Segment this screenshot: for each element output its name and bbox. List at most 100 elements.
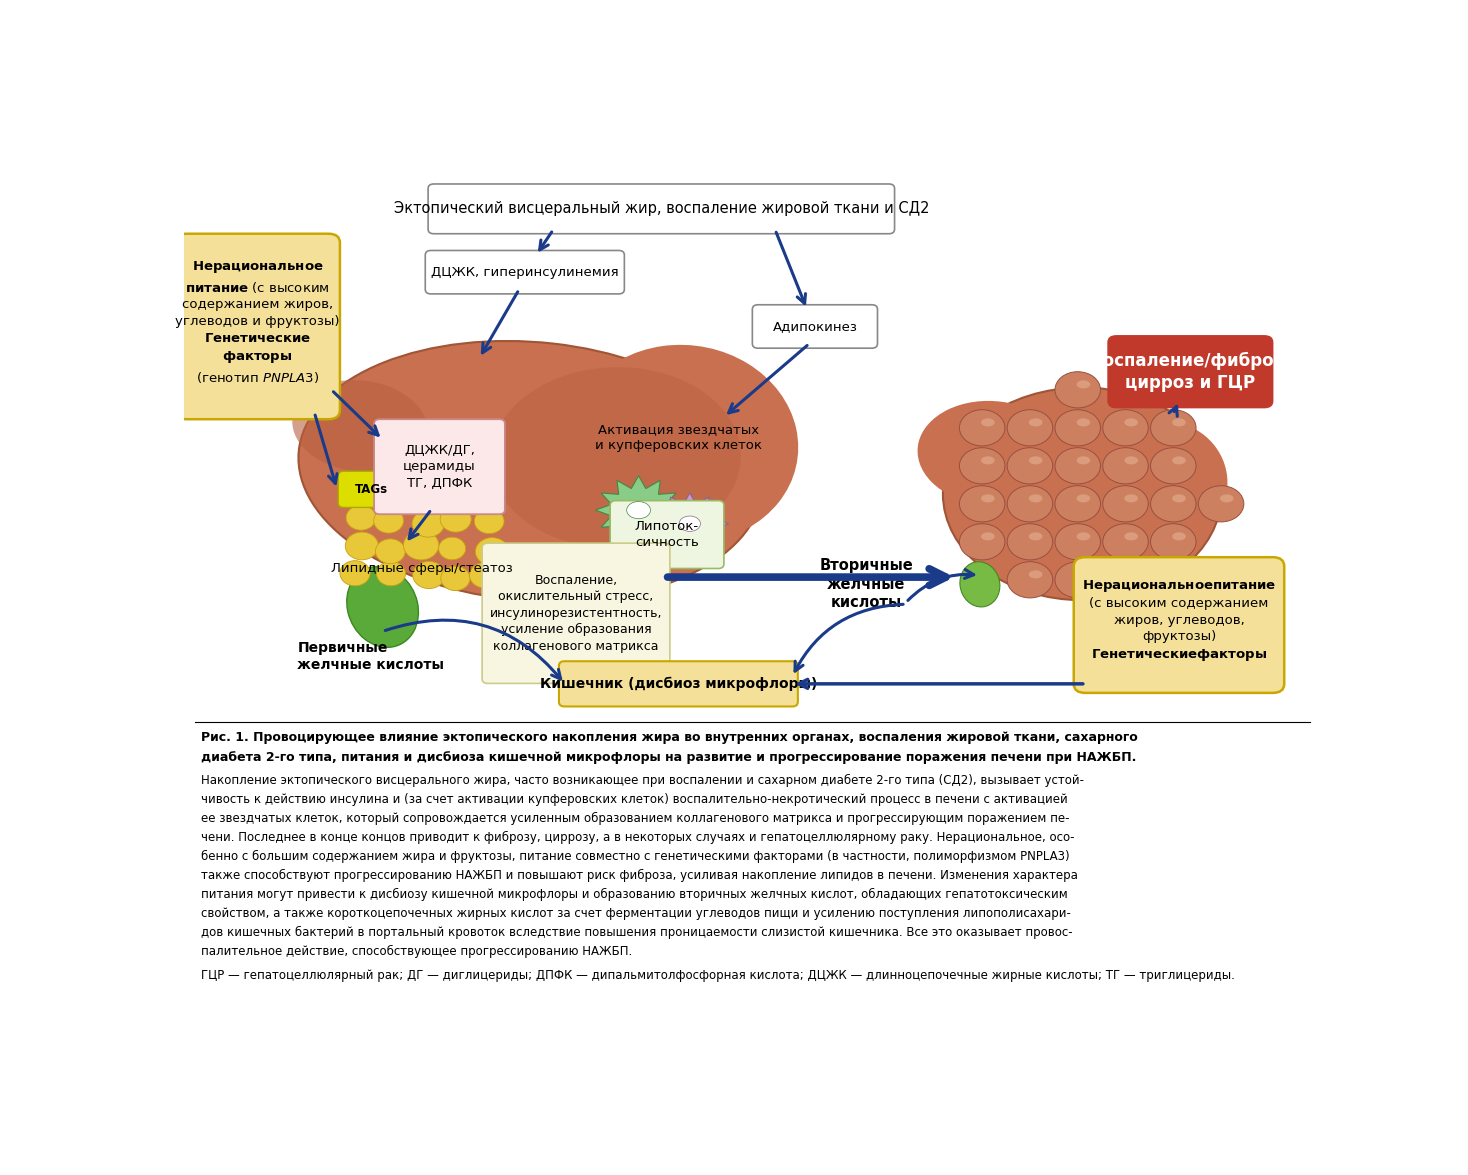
Ellipse shape xyxy=(1151,485,1196,522)
Text: чени. Последнее в конце концов приводит к фиброзу, циррозу, а в некоторых случая: чени. Последнее в конце концов приводит … xyxy=(201,832,1075,845)
Ellipse shape xyxy=(292,380,427,472)
Ellipse shape xyxy=(413,562,445,589)
Text: ГЦР — гепатоцеллюлярный рак; ДГ — диглицериды; ДПФК — дипальмитолфосфорная кисло: ГЦР — гепатоцеллюлярный рак; ДГ — диглиц… xyxy=(201,969,1235,982)
Ellipse shape xyxy=(471,482,505,509)
Ellipse shape xyxy=(1108,422,1227,539)
FancyBboxPatch shape xyxy=(1073,557,1284,693)
Ellipse shape xyxy=(1076,532,1091,540)
Ellipse shape xyxy=(1007,410,1053,445)
Text: $\bf{Нерациональное питание}$
(с высоким содержанием
жиров, углеводов,
фруктозы): $\bf{Нерациональное питание}$ (с высоким… xyxy=(1082,578,1276,663)
Ellipse shape xyxy=(374,508,404,533)
Ellipse shape xyxy=(1007,562,1053,598)
Text: свойством, а также короткоцепочечных жирных кислот за счет ферментации углеводов: свойством, а также короткоцепочечных жир… xyxy=(201,907,1070,920)
Text: Первичные
желчные кислоты: Первичные желчные кислоты xyxy=(297,642,445,672)
Ellipse shape xyxy=(1076,418,1091,427)
Ellipse shape xyxy=(1076,381,1091,389)
Ellipse shape xyxy=(1076,456,1091,464)
Ellipse shape xyxy=(1171,456,1186,464)
Ellipse shape xyxy=(1055,562,1101,598)
Text: Вторичные
желчные
кислоты: Вторичные желчные кислоты xyxy=(819,558,913,611)
Ellipse shape xyxy=(1102,562,1148,598)
Ellipse shape xyxy=(376,562,405,586)
Ellipse shape xyxy=(960,410,1006,445)
Ellipse shape xyxy=(1055,485,1101,522)
Ellipse shape xyxy=(960,562,1000,607)
Text: палительное действие, способствующее прогрессированию НАЖБП.: палительное действие, способствующее про… xyxy=(201,946,631,959)
Ellipse shape xyxy=(960,524,1006,560)
FancyBboxPatch shape xyxy=(374,419,505,515)
Ellipse shape xyxy=(345,532,379,559)
Ellipse shape xyxy=(1124,570,1138,578)
Ellipse shape xyxy=(1124,495,1138,503)
Ellipse shape xyxy=(341,560,370,586)
Ellipse shape xyxy=(440,506,471,532)
Ellipse shape xyxy=(942,388,1221,600)
Ellipse shape xyxy=(960,485,1006,522)
FancyBboxPatch shape xyxy=(429,184,894,234)
Ellipse shape xyxy=(960,448,1006,484)
Ellipse shape xyxy=(476,538,509,565)
Text: ее звездчатых клеток, который сопровождается усиленным образованием коллагеновог: ее звездчатых клеток, который сопровожда… xyxy=(201,812,1069,825)
Text: Рис. 1. Провоцирующее влияние эктопического накопления жира во внутренних органа: Рис. 1. Провоцирующее влияние эктопическ… xyxy=(201,731,1138,744)
Ellipse shape xyxy=(981,418,995,427)
Ellipse shape xyxy=(346,505,376,530)
Ellipse shape xyxy=(627,502,650,518)
Ellipse shape xyxy=(1055,448,1101,484)
Text: дов кишечных бактерий в портальный кровоток вследствие повышения проницаемости с: дов кишечных бактерий в портальный крово… xyxy=(201,926,1072,940)
Ellipse shape xyxy=(470,563,499,588)
Ellipse shape xyxy=(1076,495,1091,503)
Ellipse shape xyxy=(981,532,995,540)
FancyBboxPatch shape xyxy=(611,501,724,569)
Ellipse shape xyxy=(1007,524,1053,560)
FancyBboxPatch shape xyxy=(482,543,669,684)
Ellipse shape xyxy=(1055,371,1101,408)
Ellipse shape xyxy=(1171,532,1186,540)
Ellipse shape xyxy=(1102,524,1148,560)
Ellipse shape xyxy=(1102,485,1148,522)
Text: Накопление эктопического висцерального жира, часто возникающее при воспалении и : Накопление эктопического висцерального ж… xyxy=(201,774,1083,787)
Ellipse shape xyxy=(570,344,799,543)
Ellipse shape xyxy=(344,483,368,504)
Text: диабета 2-го типа, питания и дисбиоза кишечной микрофлоры на развитие и прогресс: диабета 2-го типа, питания и дисбиоза ки… xyxy=(201,751,1136,764)
Ellipse shape xyxy=(377,483,404,505)
Text: $\bf{Нерациональное}$
$\bf{питание}$ (с высоким
содержанием жиров,
углеводов и ф: $\bf{Нерациональное}$ $\bf{питание}$ (с … xyxy=(175,260,339,384)
Ellipse shape xyxy=(1124,456,1138,464)
FancyBboxPatch shape xyxy=(1107,335,1273,409)
FancyBboxPatch shape xyxy=(426,250,624,294)
FancyBboxPatch shape xyxy=(338,471,404,508)
Ellipse shape xyxy=(413,510,445,537)
Ellipse shape xyxy=(1151,410,1196,445)
FancyBboxPatch shape xyxy=(175,234,341,419)
Text: Эктопический висцеральный жир, воспаление жировой ткани и СД2: Эктопический висцеральный жир, воспалени… xyxy=(393,201,929,216)
Ellipse shape xyxy=(440,566,470,591)
Ellipse shape xyxy=(680,516,700,531)
FancyArrowPatch shape xyxy=(907,570,973,600)
Text: Активация звездчатых
и купферовских клеток: Активация звездчатых и купферовских клет… xyxy=(595,423,762,452)
Ellipse shape xyxy=(1124,532,1138,540)
Text: Воспаление/фиброз,
цирроз и ГЦР: Воспаление/фиброз, цирроз и ГЦР xyxy=(1091,351,1290,391)
Ellipse shape xyxy=(443,482,474,508)
Ellipse shape xyxy=(1220,495,1233,503)
Text: Липидные сферы/стеатоз: Липидные сферы/стеатоз xyxy=(332,562,514,575)
Ellipse shape xyxy=(1151,524,1196,560)
Ellipse shape xyxy=(1171,418,1186,427)
Text: также способствуют прогрессированию НАЖБП и повышают риск фиброза, усиливая нако: также способствуют прогрессированию НАЖБ… xyxy=(201,870,1078,882)
Ellipse shape xyxy=(298,341,762,602)
FancyBboxPatch shape xyxy=(752,304,878,348)
FancyArrowPatch shape xyxy=(385,620,561,679)
Ellipse shape xyxy=(981,456,995,464)
Ellipse shape xyxy=(1171,495,1186,503)
Text: Кишечник (дисбиоз микрофлоры): Кишечник (дисбиоз микрофлоры) xyxy=(540,677,818,691)
Ellipse shape xyxy=(1029,495,1042,503)
Text: TAGs: TAGs xyxy=(355,483,388,496)
Text: Адипокинез: Адипокинез xyxy=(772,320,857,333)
Ellipse shape xyxy=(1124,418,1138,427)
Ellipse shape xyxy=(1055,524,1101,560)
Text: бенно с большим содержанием жира и фруктозы, питание совместно с генетическими ф: бенно с большим содержанием жира и фрукт… xyxy=(201,851,1069,864)
Ellipse shape xyxy=(1007,485,1053,522)
Text: Липоток-
сичность: Липоток- сичность xyxy=(636,521,699,549)
Ellipse shape xyxy=(404,530,439,560)
FancyArrowPatch shape xyxy=(796,604,903,671)
Text: Воспаление,
окислительный стресс,
инсулинорезистентность,
усиление образования
к: Воспаление, окислительный стресс, инсули… xyxy=(490,573,662,653)
Ellipse shape xyxy=(1151,448,1196,484)
